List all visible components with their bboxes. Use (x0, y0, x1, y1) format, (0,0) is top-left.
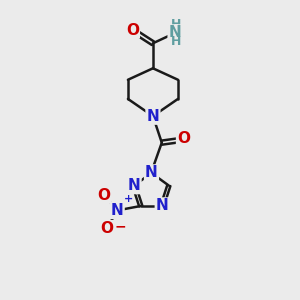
Text: O: O (98, 188, 110, 202)
Text: −: − (114, 219, 126, 233)
Text: O: O (126, 22, 139, 38)
Text: H: H (171, 35, 182, 48)
Text: O: O (177, 131, 190, 146)
Text: N: N (111, 203, 124, 218)
Text: N: N (145, 166, 158, 181)
Text: N: N (169, 26, 182, 40)
Text: N: N (156, 199, 169, 214)
Text: N: N (147, 109, 159, 124)
Text: N: N (128, 178, 140, 193)
Text: H: H (171, 18, 182, 31)
Text: O: O (100, 221, 113, 236)
Text: +: + (124, 194, 133, 204)
